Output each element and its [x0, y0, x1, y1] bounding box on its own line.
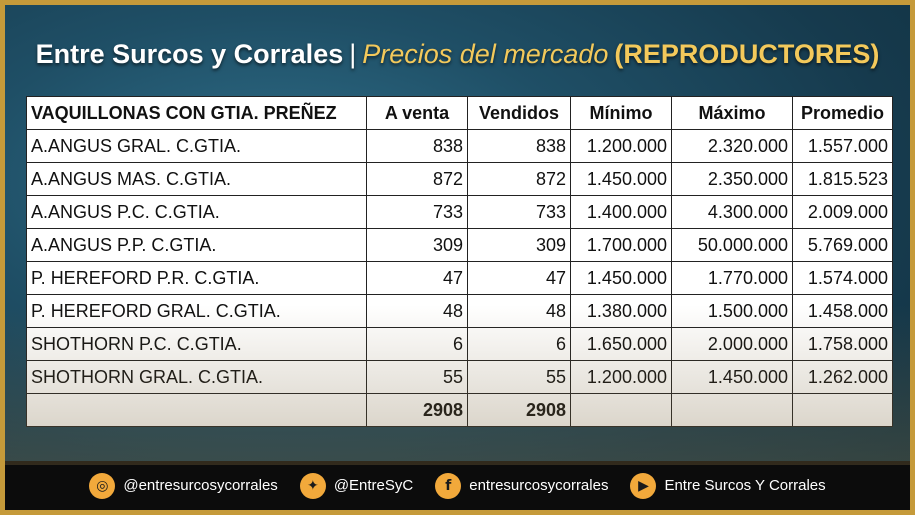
total-cell [26, 393, 367, 427]
title-category: (REPRODUCTORES) [614, 39, 880, 69]
col-header-a-venta: A venta [366, 96, 468, 130]
row-value: 48 [366, 294, 468, 328]
table-row: P. HEREFORD GRAL. C.GTIA. 48 48 1.380.000 1.… [26, 294, 893, 328]
row-value: 2.000.000 [671, 327, 793, 361]
social-footer: ◎ @entresurcosycorrales ✦ @EntreSyC f en… [5, 461, 910, 510]
col-header-minimo: Mínimo [570, 96, 672, 130]
row-value: 1.400.000 [570, 195, 672, 229]
row-value: 1.450.000 [570, 162, 672, 196]
row-value: 48 [467, 294, 571, 328]
row-value: 872 [366, 162, 468, 196]
row-value: 2.320.000 [671, 129, 793, 163]
row-value: 1.574.000 [792, 261, 893, 295]
price-table: VAQUILLONAS CON GTIA. PREÑEZ A venta Ven… [26, 96, 893, 427]
youtube-icon: ▶ [630, 472, 657, 499]
row-category: A.ANGUS P.P. C.GTIA. [26, 228, 367, 262]
instagram-icon: ◎ [89, 472, 116, 499]
table-row: A.ANGUS P.C. C.GTIA. 733 733 1.400.000 4.300… [26, 195, 893, 229]
row-value: 1.758.000 [792, 327, 893, 361]
row-value: 838 [467, 129, 571, 163]
row-value: 1.650.000 [570, 327, 672, 361]
table-row: A.ANGUS P.P. C.GTIA. 309 309 1.700.000 50.00… [26, 228, 893, 262]
background: Entre Surcos y Corrales | Precios del merc… [5, 5, 910, 510]
social-twitter[interactable]: ✦ @EntreSyC [299, 472, 414, 499]
social-label: @entresurcosycorrales [123, 477, 278, 494]
row-value: 838 [366, 129, 468, 163]
twitter-icon: ✦ [299, 472, 326, 499]
table-row: SHOTHORN P.C. C.GTIA. 6 6 1.650.000 2.000.00… [26, 327, 893, 361]
total-a-venta: 2908 [366, 393, 468, 427]
row-value: 1.200.000 [570, 360, 672, 394]
social-label: @EntreSyC [333, 477, 414, 494]
row-value: 55 [467, 360, 571, 394]
social-instagram[interactable]: ◎ @entresurcosycorrales [89, 472, 278, 499]
row-value: 6 [467, 327, 571, 361]
row-value: 55 [366, 360, 468, 394]
row-category: P. HEREFORD GRAL. C.GTIA. [26, 294, 367, 328]
total-cell [792, 393, 893, 427]
col-header-maximo: Máximo [671, 96, 793, 130]
title-brand: Entre Surcos y Corrales [35, 39, 344, 69]
facebook-icon: f [435, 472, 462, 499]
row-value: 50.000.000 [671, 228, 793, 262]
row-value: 4.300.000 [671, 195, 793, 229]
row-value: 47 [366, 261, 468, 295]
row-value: 733 [366, 195, 468, 229]
social-label: Entre Surcos Y Corrales [664, 477, 826, 494]
row-value: 1.450.000 [570, 261, 672, 295]
total-cell [671, 393, 793, 427]
row-value: 309 [366, 228, 468, 262]
row-value: 2.350.000 [671, 162, 793, 196]
row-value: 1.770.000 [671, 261, 793, 295]
table-row: A.ANGUS MAS. C.GTIA. 872 872 1.450.000 2.350… [26, 162, 893, 196]
table-row: SHOTHORN GRAL. C.GTIA. 55 55 1.200.000 1.450… [26, 360, 893, 394]
row-value: 1.200.000 [570, 129, 672, 163]
table-row: P. HEREFORD P.R. C.GTIA. 47 47 1.450.000 1.7… [26, 261, 893, 295]
table-row: A.ANGUS GRAL. C.GTIA. 838 838 1.200.000 2.32… [26, 129, 893, 163]
total-vendidos: 2908 [467, 393, 571, 427]
social-facebook[interactable]: f entresurcosycorrales [435, 472, 609, 499]
row-category: A.ANGUS GRAL. C.GTIA. [26, 129, 367, 163]
row-value: 1.262.000 [792, 360, 893, 394]
row-value: 2.009.000 [792, 195, 893, 229]
row-value: 1.450.000 [671, 360, 793, 394]
row-value: 1.500.000 [671, 294, 793, 328]
row-category: SHOTHORN GRAL. C.GTIA. [26, 360, 367, 394]
row-category: SHOTHORN P.C. C.GTIA. [26, 327, 367, 361]
row-category: A.ANGUS P.C. C.GTIA. [26, 195, 367, 229]
row-value: 872 [467, 162, 571, 196]
col-header-category: VAQUILLONAS CON GTIA. PREÑEZ [26, 96, 367, 130]
row-value: 309 [467, 228, 571, 262]
row-value: 1.700.000 [570, 228, 672, 262]
title-separator: | [349, 39, 357, 69]
col-header-vendidos: Vendidos [467, 96, 571, 130]
row-value: 1.380.000 [570, 294, 672, 328]
social-youtube[interactable]: ▶ Entre Surcos Y Corrales [630, 472, 826, 499]
row-category: A.ANGUS MAS. C.GTIA. [26, 162, 367, 196]
total-cell [570, 393, 672, 427]
page-title: Entre Surcos y Corrales | Precios del merc… [5, 39, 910, 70]
col-header-promedio: Promedio [792, 96, 893, 130]
row-category: P. HEREFORD P.R. C.GTIA. [26, 261, 367, 295]
row-value: 733 [467, 195, 571, 229]
row-value: 47 [467, 261, 571, 295]
totals-row: 2908 2908 [26, 393, 893, 427]
table-header-row: VAQUILLONAS CON GTIA. PREÑEZ A venta Ven… [26, 96, 893, 130]
row-value: 5.769.000 [792, 228, 893, 262]
row-value: 1.557.000 [792, 129, 893, 163]
row-value: 1.458.000 [792, 294, 893, 328]
social-label: entresurcosycorrales [469, 477, 609, 494]
title-subtitle: Precios del mercado [362, 39, 609, 69]
row-value: 1.815.523 [792, 162, 893, 196]
row-value: 6 [366, 327, 468, 361]
